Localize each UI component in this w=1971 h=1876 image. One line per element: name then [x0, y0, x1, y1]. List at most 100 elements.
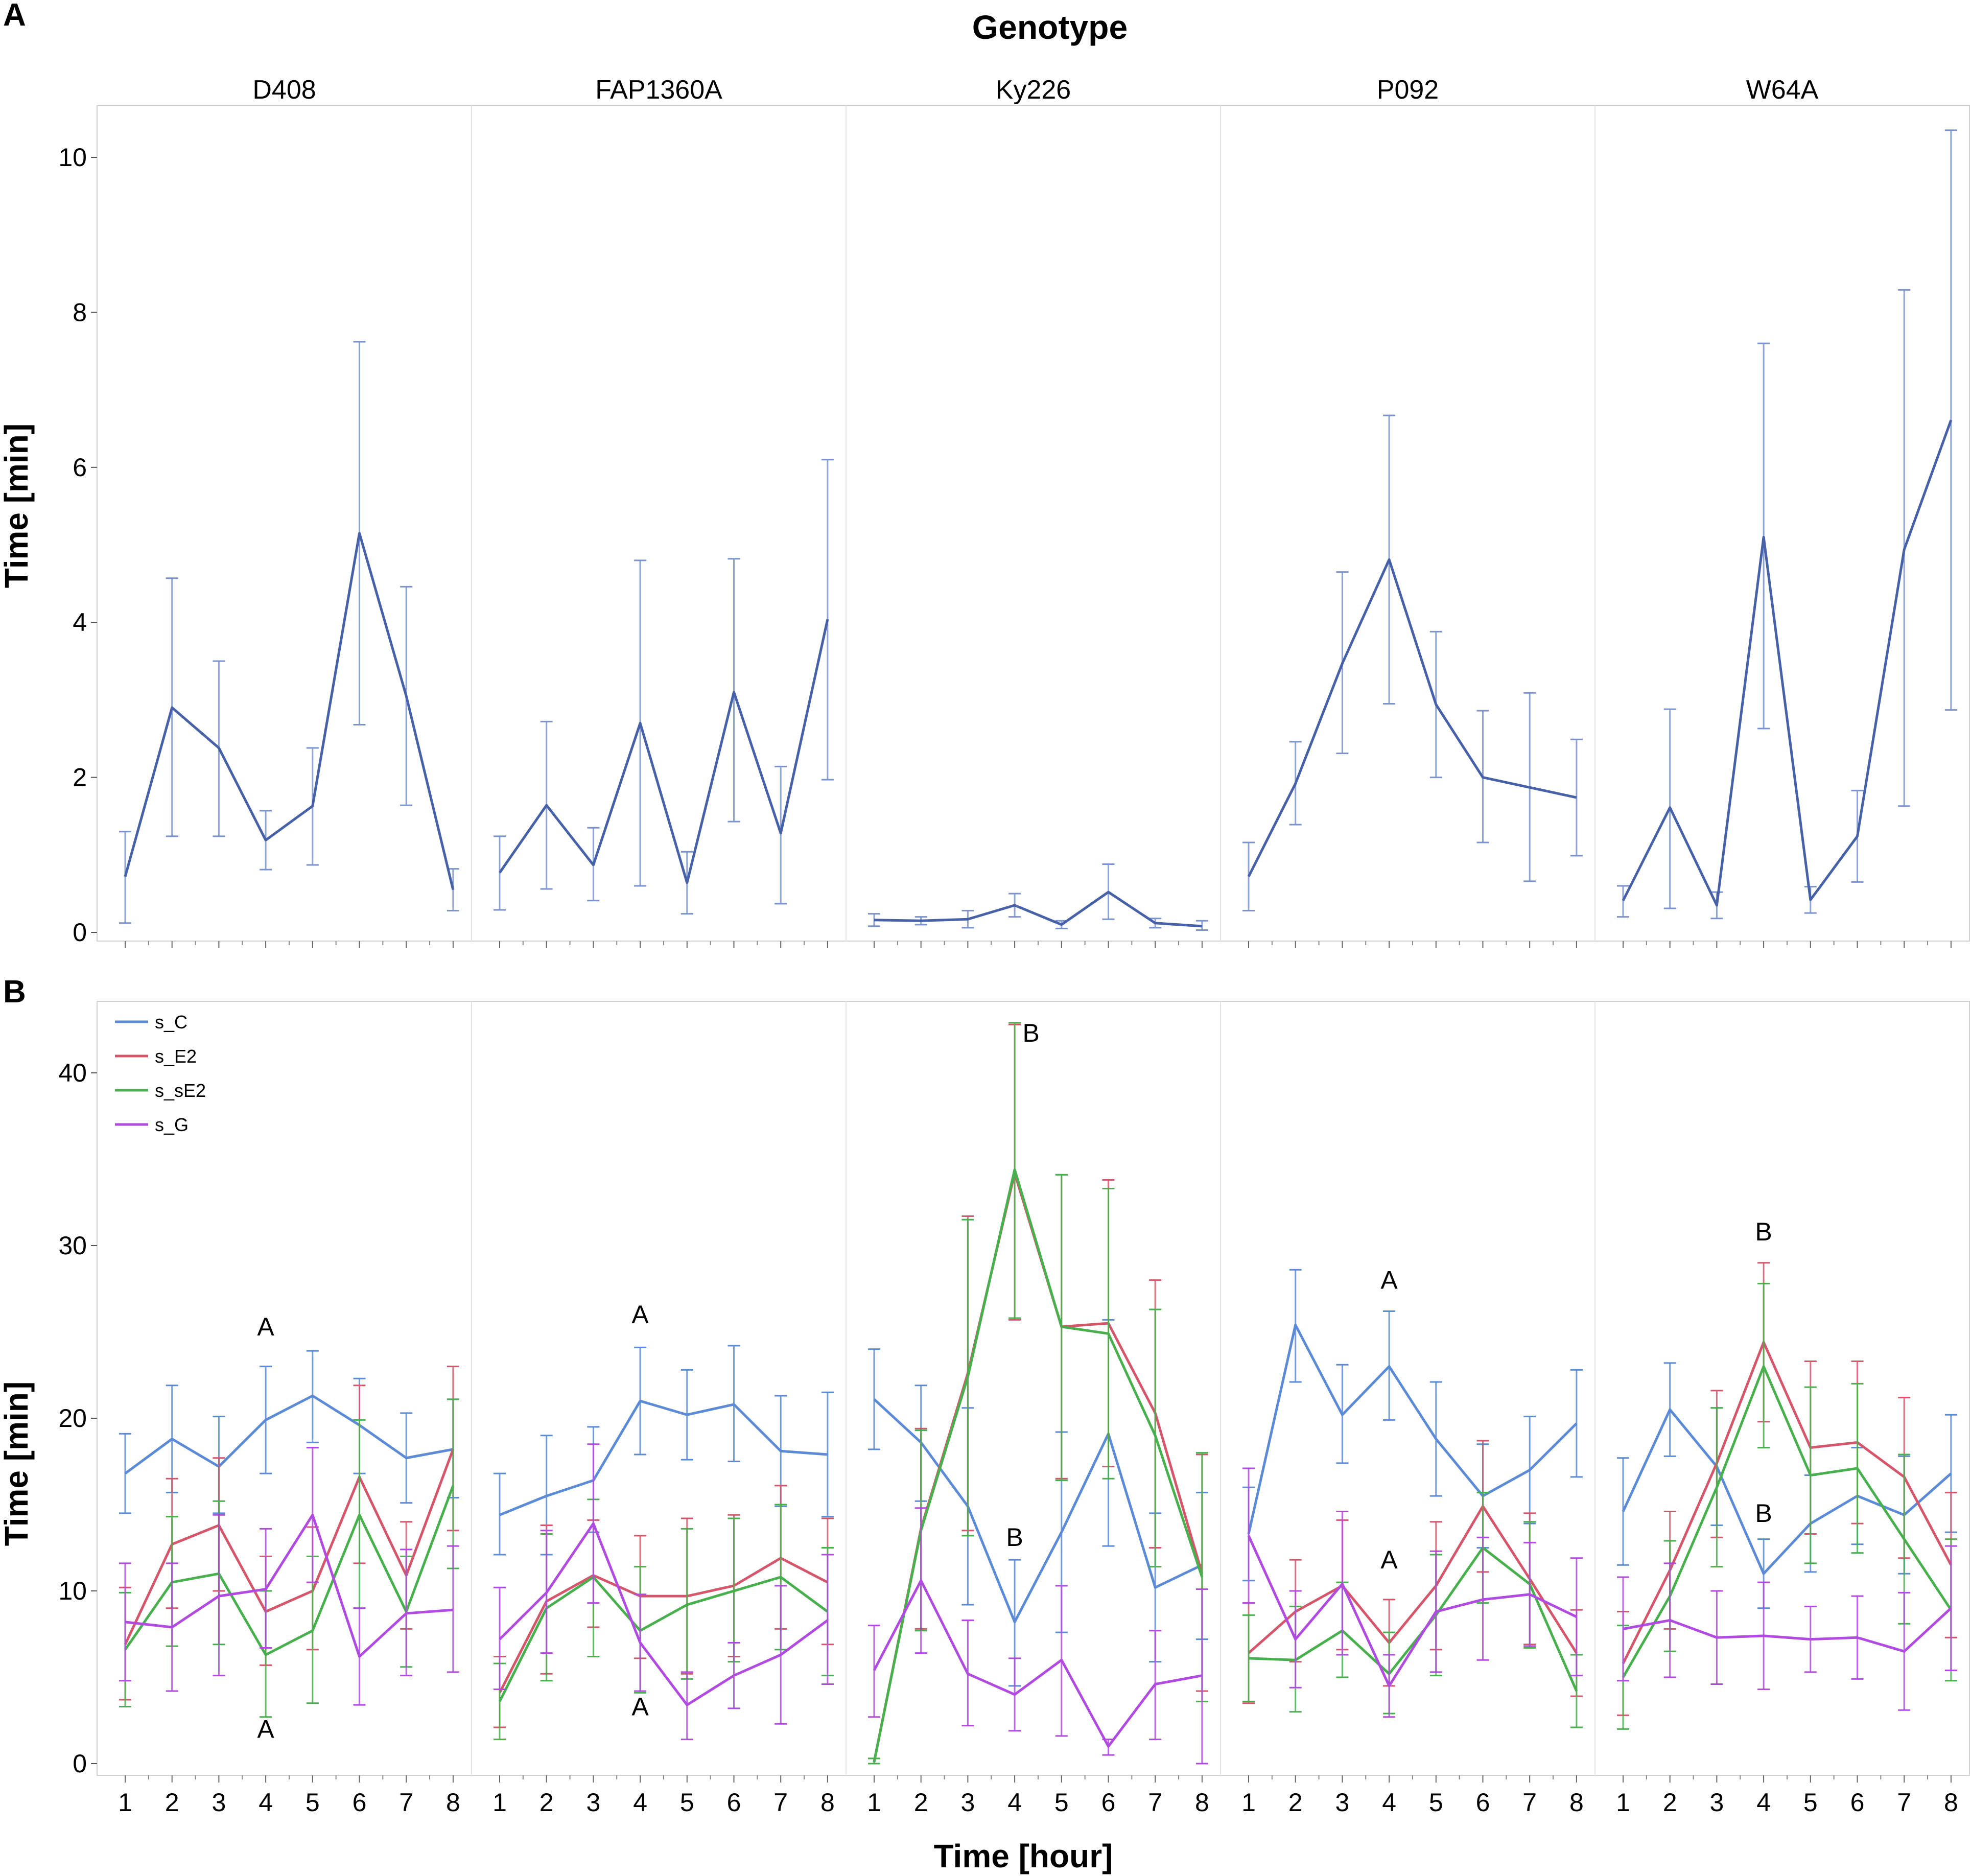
panel-b-series-line-d408-s-g: [125, 1513, 454, 1658]
x-tick-label: 8: [820, 1788, 835, 1817]
panel-a: Time [min] 0 2 4 6 8 10 D408 FAP1360A Ky226 P092 W…: [0, 75, 1970, 948]
x-tick-label: 8: [1569, 1788, 1584, 1817]
x-tick-label: 4: [1382, 1788, 1396, 1817]
x-tick-label: 3: [212, 1788, 226, 1817]
panel-a-y-tick-label: 2: [73, 763, 87, 792]
panel-b-series-line-w64a-s-c: [1622, 1408, 1952, 1575]
panel-b-series-line-d408-s-e2: [124, 1448, 455, 1645]
x-tick-label: 2: [1288, 1788, 1303, 1817]
x-tick-label: 3: [586, 1788, 600, 1817]
panel-b-y-tick-label: 20: [58, 1404, 87, 1433]
panel-b-plot-frame: [97, 1001, 1970, 1776]
annotation-label: B: [1023, 1019, 1040, 1047]
panel-a-y-tick-label: 0: [73, 918, 87, 947]
panel-b-series-line-fap1360a-s-g: [499, 1522, 829, 1706]
panel-b-y-tick-label: 0: [73, 1749, 87, 1778]
x-axis-title: Time [hour]: [934, 1838, 1113, 1874]
x-tick-label: 1: [1241, 1788, 1256, 1817]
panel-b-y-axis-title: Time [min]: [0, 1381, 35, 1546]
panel-b-y-tick-label: 30: [58, 1231, 87, 1260]
legend-label-s-se2: s_sE2: [155, 1080, 206, 1101]
x-tick-label: 7: [773, 1788, 788, 1817]
panel-b-series-line-w64a-s-e2: [1622, 1341, 1953, 1664]
annotation-label: A: [631, 1692, 649, 1721]
x-tick-label: 4: [1756, 1788, 1771, 1817]
x-tick-label: 3: [1335, 1788, 1349, 1817]
x-tick-label: 4: [259, 1788, 273, 1817]
x-tick-label: 6: [353, 1788, 367, 1817]
panel-a-y-axis-title: Time [min]: [0, 424, 35, 588]
annotation-label: B: [1755, 1499, 1772, 1528]
chart-title: Genotype: [972, 8, 1128, 46]
panel-a-y-tick-label: 6: [73, 453, 87, 482]
annotation-label: A: [1380, 1545, 1398, 1574]
panel-a-plot-frame: [97, 105, 1970, 942]
panel-b-label: B: [3, 974, 26, 1010]
panel-a-plot: 0 2 4 6 8 10 D408 FAP1360A Ky226 P092 W64A: [58, 75, 1970, 948]
annotation-label: A: [631, 1300, 649, 1329]
panel-b-y-tick-label: 40: [58, 1059, 87, 1087]
facet-label-ky226: Ky226: [996, 75, 1071, 105]
x-tick-label: 5: [1803, 1788, 1818, 1817]
panel-b-series-line-ky226-s-c: [873, 1398, 1203, 1624]
x-tick-label: 5: [306, 1788, 320, 1817]
facet-label-fap1360a: FAP1360A: [595, 75, 722, 105]
x-tick-label: 7: [399, 1788, 413, 1817]
x-tick-label: 7: [1897, 1788, 1911, 1817]
legend-label-s-g: s_G: [155, 1114, 189, 1135]
x-tick-label: 8: [446, 1788, 460, 1817]
x-tick-label: 5: [1054, 1788, 1069, 1817]
panel-b-series-line-p092-s-se2: [1248, 1546, 1578, 1692]
x-tick-label: 6: [1850, 1788, 1865, 1817]
panel-b-series-line-ky226-s-se2: [873, 1168, 1204, 1763]
annotation-label: B: [1006, 1523, 1023, 1552]
panel-b-plot: 0 10 20 30 40 1 2 3 4 5 6 7 8 A A 1 2 3 4 5 6 7 8 A A 1 2 3 4 5 6 7 8 B B 1…: [58, 1001, 1970, 1817]
panel-b-series-line-d408-s-se2: [124, 1485, 455, 1656]
panel-a-series-line-p092-time: [1247, 558, 1577, 877]
panel-b-y-tick-label: 10: [58, 1577, 87, 1605]
facet-label-d408: D408: [252, 75, 316, 105]
annotation-label: A: [257, 1715, 274, 1743]
facet-label-w64a: W64A: [1746, 75, 1819, 105]
legend-label-s-e2: s_E2: [155, 1046, 197, 1067]
x-tick-label: 1: [1616, 1788, 1630, 1817]
panel-a-series-line-fap1360a-time: [498, 619, 829, 884]
panel-b-series-line-w64a-s-se2: [1622, 1365, 1952, 1678]
x-tick-label: 5: [1429, 1788, 1443, 1817]
panel-b-series-line-fap1360a-s-se2: [498, 1576, 829, 1702]
panel-b-series-line-fap1360a-s-e2: [498, 1557, 829, 1694]
panel-b: Time [min] 0 10 20 30 40 1 2 3 4 5 6 7 8 A A 1 2 3 4 5 6 7 8 A A…: [0, 1001, 1970, 1817]
x-tick-label: 2: [539, 1788, 554, 1817]
panel-a-series-line-d408-time: [124, 532, 455, 890]
panel-b-series-line-p092-s-c: [1247, 1323, 1578, 1535]
panel-b-series-line-w64a-s-g: [1623, 1607, 1952, 1653]
panel-b-series-line-d408-s-c: [124, 1394, 454, 1475]
x-tick-label: 6: [1476, 1788, 1490, 1817]
panel-b-series-line-p092-s-e2: [1248, 1505, 1578, 1654]
panel-a-y-tick-label: 4: [73, 608, 87, 637]
legend-label-s-c: s_C: [155, 1012, 187, 1033]
facet-label-p092: P092: [1377, 75, 1439, 105]
panel-b-series-line-ky226-s-g: [873, 1579, 1203, 1748]
x-tick-label: 4: [1007, 1788, 1022, 1817]
x-tick-label: 6: [1101, 1788, 1116, 1817]
panel-a-series-line-w64a-time: [1622, 419, 1953, 907]
panel-a-series-line-ky226-time: [874, 890, 1203, 928]
x-tick-label: 3: [960, 1788, 975, 1817]
x-tick-label: 1: [118, 1788, 132, 1817]
annotation-label: B: [1755, 1217, 1772, 1246]
panel-a-y-tick-label: 8: [73, 298, 87, 326]
panel-b-series-line-p092-s-g: [1247, 1535, 1577, 1687]
panel-b-series-line-fap1360a-s-c: [499, 1399, 828, 1516]
x-tick-label: 8: [1944, 1788, 1958, 1817]
panel-a-y-tick-label: 10: [58, 143, 87, 172]
x-tick-label: 7: [1148, 1788, 1162, 1817]
panel-a-label: A: [3, 0, 26, 33]
x-tick-label: 2: [165, 1788, 179, 1817]
x-tick-label: 6: [727, 1788, 741, 1817]
x-tick-label: 7: [1522, 1788, 1537, 1817]
x-tick-label: 5: [680, 1788, 694, 1817]
annotation-label: A: [1380, 1266, 1398, 1295]
